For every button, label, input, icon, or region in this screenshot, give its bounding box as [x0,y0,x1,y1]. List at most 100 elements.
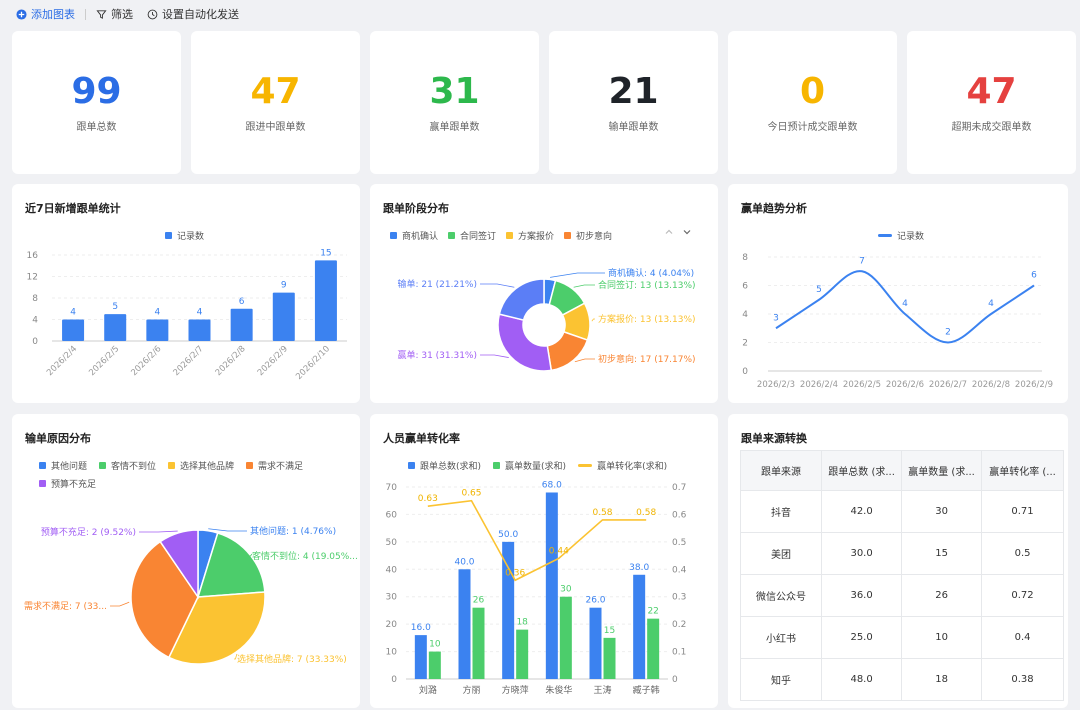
legend-item[interactable]: 记录数 [878,229,924,242]
table-header-cell[interactable]: 赢单转化率 (... [981,450,1064,491]
table-cell: 10 [901,616,983,659]
table-row[interactable]: 美团 30.0 15 0.5 [739,532,1064,575]
table-row[interactable]: 知乎 48.0 18 0.38 [739,658,1064,701]
legend-item[interactable]: 商机确认 [390,229,438,242]
chevron-up-icon[interactable] [664,227,674,237]
chart-legend: 记录数 [878,229,924,242]
pie-slice [130,540,199,659]
table-cell: 48.0 [821,658,903,701]
legend-item[interactable]: 预算不充足 [39,477,96,490]
legend-label: 选择其他品牌 [180,462,235,472]
table-row[interactable]: 抖音 42.0 30 0.71 [739,490,1064,533]
data-label: 7 [859,256,865,266]
staff-conversion-panel: 人员赢单转化率 跟单总数(求和) 赢单数量(求和) 赢单转化率(求和) 0 0 10 0.… [370,414,718,708]
legend-item[interactable]: 其他问题 [39,459,87,472]
y-tick-label: 20 [386,620,398,630]
legend-item[interactable]: 初步意向 [564,229,612,242]
legend-item[interactable]: 赢单数量(求和) [493,459,566,472]
table-cell: 美团 [739,532,823,575]
kpi-value: 31 [429,71,480,112]
y-tick-label: 2 [742,339,748,349]
x-tick-label: 方晓萍 [502,684,529,696]
table-row[interactable]: 微信公众号 36.0 26 0.72 [739,574,1064,617]
chevron-down-icon[interactable] [682,227,692,237]
y-tick-label: 60 [386,510,398,520]
data-label: 30 [560,585,572,595]
new-followups-bar-chart: 0 4 8 12 16 4 2026/2/4 5 2026/2/5 4 2026/2/6 4 2026/… [27,248,347,382]
legend-item[interactable]: 记录数 [165,229,204,242]
loss-reasons-panel: 输单原因分布 其他问题 客情不到位 选择其他品牌 需求不满足 预算不充足 其他问题: 1… [12,414,360,708]
legend-item[interactable]: 赢单转化率(求和) [578,459,667,472]
table-cell: 知乎 [739,658,823,701]
leader-line [574,358,595,363]
source-conversion-panel: 跟单来源转换 跟单来源 跟单总数 (求... 赢单数量 (求... 赢单转化率 (..… [728,414,1068,708]
y2-tick-label: 0.6 [672,510,687,520]
data-label: 9 [281,281,287,291]
table-cell: 26 [901,574,983,617]
data-label: 5 [816,285,822,295]
leader-line [480,283,515,288]
panel-title: 输单原因分布 [25,432,91,445]
bar [146,319,169,341]
staff-conversion-combo-chart: 0 0 10 0.1 20 0.2 30 0.3 40 0.4 50 0.5 60 0.6 70 0.7 16.… [386,480,687,696]
legend-label: 赢单数量(求和) [505,462,567,472]
table-row[interactable]: 小红书 25.0 10 0.4 [739,616,1064,659]
data-label: 4 [988,299,994,309]
bar [589,607,602,679]
legend-item[interactable]: 选择其他品牌 [168,459,234,472]
bar [633,574,646,679]
kpi-card[interactable]: 47 超期未成交跟单数 [907,31,1076,174]
table-header-cell[interactable]: 跟单总数 (求... [821,450,903,491]
x-tick-label: 2026/2/7 [929,380,967,390]
legend-item[interactable]: 合同签订 [448,229,496,242]
kpi-label: 今日预计成交跟单数 [767,122,858,133]
y-tick-label: 4 [742,310,748,320]
legend-swatch [448,232,456,239]
table-cell: 18 [901,658,983,701]
data-label: 0.44 [549,546,569,556]
legend-item[interactable]: 客情不到位 [99,459,156,472]
win-trend-panel: 赢单趋势分析 记录数 0 2 4 6 8 3 2026/2/3 5 2026/2/4 7 2026/… [728,184,1068,403]
legend-label: 跟单总数(求和) [420,462,482,472]
bar [230,308,253,341]
legend-item[interactable]: 需求不满足 [246,459,303,472]
table-header-cell[interactable]: 赢单数量 (求... [901,450,983,491]
x-tick-label: 2026/2/6 [886,380,924,390]
pie-slice [497,313,553,372]
legend-label: 需求不满足 [258,462,304,472]
x-tick-label: 2026/2/9 [256,344,290,378]
legend-label: 方案报价 [518,232,555,242]
y2-tick-label: 0 [672,675,678,685]
data-label: 4 [902,299,908,309]
kpi-card[interactable]: 99 跟单总数 [12,31,181,174]
legend-swatch [408,462,415,469]
data-label: 26.0 [585,596,605,606]
legend-item[interactable]: 跟单总数(求和) [408,459,481,472]
data-label: 4 [197,308,203,318]
data-label: 26 [473,596,485,606]
filter-button[interactable]: 筛选 [96,6,133,22]
auto-send-button[interactable]: 设置自动化发送 [147,6,239,22]
table-header-cell[interactable]: 跟单来源 [739,450,823,491]
kpi-card[interactable]: 21 输单跟单数 [549,31,718,174]
chart-legend: 跟单总数(求和) 赢单数量(求和) 赢单转化率(求和) [408,459,667,472]
kpi-card[interactable]: 31 赢单跟单数 [370,31,539,174]
add-chart-button[interactable]: 添加图表 [16,6,75,22]
kpi-value: 47 [966,71,1017,112]
legend-item[interactable]: 方案报价 [506,229,554,242]
bar [545,492,558,679]
x-tick-label: 2026/2/8 [972,380,1010,390]
kpi-card[interactable]: 0 今日预计成交跟单数 [728,31,897,174]
y-tick-label: 40 [386,565,398,575]
x-tick-label: 2026/2/6 [129,344,163,378]
kpi-label: 赢单跟单数 [429,122,480,133]
bar [272,292,295,341]
legend-label: 初步意向 [576,232,613,242]
new-followups-panel: 近7日新增跟单统计 记录数 0 4 8 12 16 4 2026/2/4 5 2026/2/5 4… [12,184,360,403]
kpi-label: 跟进中跟单数 [245,122,306,133]
slice-label: 需求不满足: 7 (33... [24,600,107,612]
bar [314,260,337,341]
slice-label: 赢单: 31 (31.31%) [397,349,477,361]
table-cell: 微信公众号 [739,574,823,617]
kpi-card[interactable]: 47 跟进中跟单数 [191,31,360,174]
